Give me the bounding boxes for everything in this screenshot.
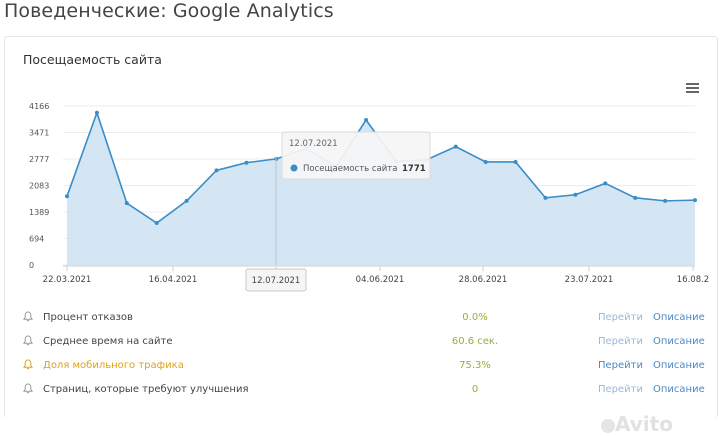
metric-row: Процент отказов 0.0% Перейти Описание bbox=[5, 307, 717, 329]
y-tick-label: 0 bbox=[29, 261, 34, 270]
x-tick-label: 23.07.2021 bbox=[565, 275, 614, 285]
metric-label: Доля мобильного трафика bbox=[43, 360, 184, 371]
description-link[interactable]: Описание bbox=[653, 336, 705, 347]
description-link[interactable]: Описание bbox=[653, 360, 705, 371]
data-point[interactable] bbox=[364, 117, 369, 122]
watermark-logo-icon bbox=[601, 419, 615, 433]
x-tick-label: 16.08.2 bbox=[677, 275, 709, 285]
data-point[interactable] bbox=[603, 181, 608, 186]
page-title: Поведенческие: Google Analytics bbox=[4, 0, 334, 22]
y-tick-label: 2777 bbox=[29, 155, 49, 164]
tooltip-title: 12.07.2021 bbox=[289, 139, 338, 149]
data-point[interactable] bbox=[244, 160, 249, 165]
go-link[interactable]: Перейти bbox=[598, 336, 643, 347]
card-title: Посещаемость сайта bbox=[23, 52, 162, 67]
bell-icon[interactable] bbox=[23, 335, 33, 346]
traffic-chart: 4166 3471 2777 2083 1389 694 0 22.03.2021 16.04.… bbox=[29, 102, 709, 292]
data-point[interactable] bbox=[94, 110, 99, 115]
data-point[interactable] bbox=[124, 201, 129, 206]
data-point[interactable] bbox=[483, 159, 488, 164]
data-point[interactable] bbox=[633, 195, 638, 200]
metric-label: Процент отказов bbox=[43, 312, 133, 323]
tooltip-value: 1771 bbox=[402, 164, 426, 174]
bell-icon[interactable] bbox=[23, 359, 33, 370]
data-point[interactable] bbox=[453, 144, 458, 149]
metric-value: 60.6 сек. bbox=[451, 336, 499, 347]
series-area bbox=[67, 112, 695, 266]
y-tick-label: 2083 bbox=[29, 182, 49, 191]
metric-value: 0 bbox=[471, 384, 479, 395]
chart-menu-icon[interactable] bbox=[686, 83, 699, 93]
data-point[interactable] bbox=[65, 194, 69, 199]
tooltip-series-marker bbox=[290, 164, 298, 172]
y-tick-label: 1389 bbox=[29, 208, 49, 217]
watermark: Avito bbox=[615, 412, 673, 436]
go-link[interactable]: Перейти bbox=[598, 360, 643, 371]
data-point[interactable] bbox=[154, 221, 159, 226]
metric-label: Среднее время на сайте bbox=[43, 336, 173, 347]
x-tick-label: 22.03.2021 bbox=[43, 275, 92, 285]
description-link[interactable]: Описание bbox=[653, 312, 705, 323]
data-point[interactable] bbox=[663, 198, 668, 203]
y-tick-label: 694 bbox=[29, 235, 44, 244]
data-point[interactable] bbox=[543, 195, 548, 200]
crosshair-label-box bbox=[245, 268, 307, 292]
data-point[interactable] bbox=[513, 159, 518, 164]
y-tick-label: 3471 bbox=[29, 129, 49, 138]
x-tick-label: 04.06.2021 bbox=[356, 275, 405, 285]
metric-row: Доля мобильного трафика 75.3% Перейти Оп… bbox=[5, 355, 717, 377]
data-point[interactable] bbox=[573, 192, 578, 197]
metric-row: Страниц, которые требуют улучшения 0 Пер… bbox=[5, 379, 717, 401]
crosshair-label: 12.07.2021 bbox=[252, 276, 301, 286]
y-tick-label: 4166 bbox=[29, 102, 49, 111]
traffic-card: Посещаемость сайта 4166 3471 2777 2083 1389 6… bbox=[4, 36, 718, 436]
data-point[interactable] bbox=[184, 198, 189, 203]
tooltip-box bbox=[281, 131, 431, 180]
bell-icon[interactable] bbox=[23, 311, 33, 322]
go-link[interactable]: Перейти bbox=[598, 384, 643, 395]
metric-label: Страниц, которые требуют улучшения bbox=[43, 384, 249, 395]
metric-value: 0.0% bbox=[462, 312, 488, 323]
tooltip-series-name: Посещаемость сайта bbox=[303, 164, 397, 174]
go-link[interactable]: Перейти bbox=[598, 312, 643, 323]
description-link[interactable]: Описание bbox=[653, 384, 705, 395]
metric-row: Среднее время на сайте 60.6 сек. Перейти… bbox=[5, 331, 717, 353]
data-point[interactable] bbox=[693, 198, 697, 203]
x-tick-label: 16.04.2021 bbox=[149, 275, 198, 285]
bell-icon[interactable] bbox=[23, 383, 33, 394]
x-tick-label: 28.06.2021 bbox=[459, 275, 508, 285]
data-point[interactable] bbox=[214, 168, 219, 173]
metric-value: 75.3% bbox=[459, 360, 491, 371]
